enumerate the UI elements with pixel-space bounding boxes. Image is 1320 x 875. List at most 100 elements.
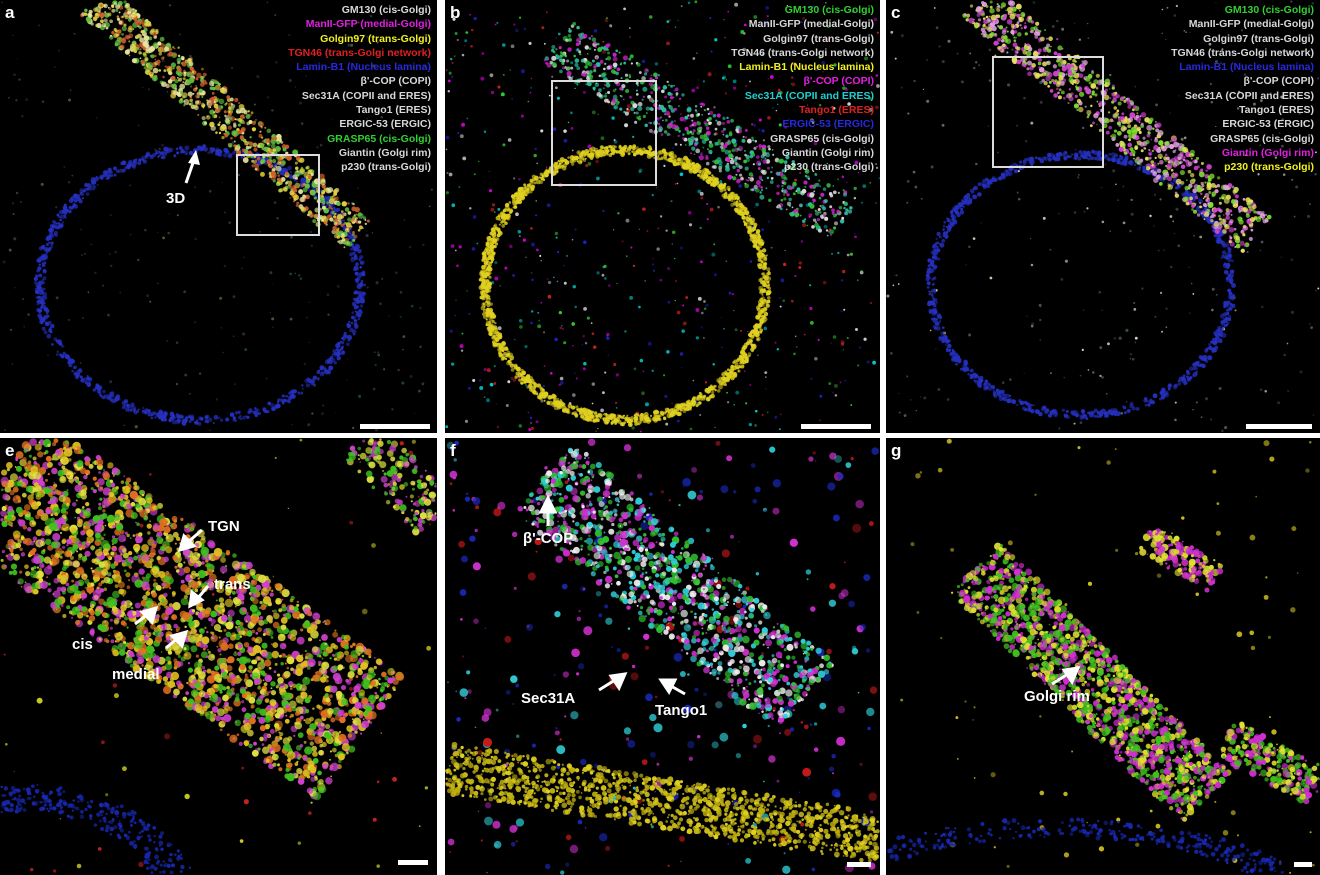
signal-dot <box>127 48 131 52</box>
signal-dot <box>319 143 323 147</box>
signal-dot <box>615 373 620 377</box>
signal-dot <box>624 330 627 333</box>
signal-dot <box>809 118 814 123</box>
signal-dot <box>572 284 576 289</box>
signal-dot <box>708 110 714 115</box>
signal-dot <box>99 12 106 18</box>
signal-dot <box>629 35 632 38</box>
signal-dot <box>326 201 330 205</box>
signal-dot <box>527 411 529 414</box>
signal-dot <box>726 116 729 120</box>
signal-dot <box>713 179 718 184</box>
signal-dot <box>856 279 859 281</box>
signal-dot <box>147 88 151 91</box>
signal-dot <box>707 112 710 115</box>
signal-dot <box>413 412 416 415</box>
signal-dot <box>98 391 101 394</box>
signal-dot <box>530 86 533 89</box>
signal-dot <box>92 187 96 191</box>
signal-dot <box>176 151 180 155</box>
signal-dot <box>584 342 588 345</box>
signal-dot <box>567 156 570 159</box>
signal-dot <box>493 365 496 368</box>
signal-dot <box>765 388 767 390</box>
signal-dot <box>63 165 66 168</box>
signal-dot <box>352 316 355 319</box>
signal-dot <box>59 353 62 357</box>
signal-dot <box>698 155 704 161</box>
signal-dot <box>864 56 869 61</box>
signal-dot <box>528 428 532 432</box>
signal-dot <box>571 157 576 161</box>
signal-dot <box>183 150 189 155</box>
signal-dot <box>662 374 666 377</box>
signal-dot <box>558 164 563 168</box>
signal-dot <box>647 153 650 156</box>
signal-dot <box>360 299 365 304</box>
signal-dot <box>584 416 589 421</box>
signal-dot <box>521 191 524 194</box>
signal-dot <box>756 254 761 258</box>
signal-dot <box>68 319 70 321</box>
signal-dot <box>689 124 693 128</box>
signal-dot <box>792 166 796 170</box>
signal-dot <box>521 370 526 375</box>
signal-dot <box>234 97 239 103</box>
signal-dot <box>485 267 491 272</box>
signal-dot <box>669 95 674 100</box>
signal-dot <box>687 138 692 142</box>
signal-dot <box>179 414 184 419</box>
signal-dot <box>868 107 873 112</box>
signal-dot <box>832 335 837 339</box>
signal-dot <box>37 24 41 27</box>
signal-dot <box>708 142 714 148</box>
signal-dot <box>698 394 701 398</box>
signal-dot <box>373 81 377 84</box>
signal-dot <box>606 65 611 70</box>
signal-dot <box>358 292 362 295</box>
signal-dot <box>40 253 45 258</box>
signal-dot <box>355 277 360 282</box>
signal-dot <box>563 264 565 267</box>
signal-dot <box>605 17 608 20</box>
signal-dot <box>263 146 268 152</box>
signal-dot <box>562 328 564 330</box>
signal-dot <box>665 62 668 65</box>
signal-dot <box>703 133 708 137</box>
signal-dot <box>39 296 44 301</box>
signal-dot <box>749 177 755 182</box>
signal-dot <box>189 98 193 103</box>
signal-dot <box>307 210 313 215</box>
signal-dot <box>814 209 817 212</box>
signal-dot <box>641 98 644 101</box>
signal-dot <box>216 107 219 110</box>
signal-dot <box>634 120 638 124</box>
signal-dot <box>234 146 240 152</box>
signal-dot <box>204 420 207 423</box>
signal-dot <box>847 102 851 106</box>
signal-dot <box>336 213 343 220</box>
signal-dot <box>779 305 782 308</box>
signal-dot <box>145 50 149 54</box>
signal-dot <box>486 271 491 276</box>
signal-dot <box>677 419 680 423</box>
signal-dot <box>744 149 746 152</box>
signal-dot <box>706 202 709 206</box>
signal-dot <box>315 213 318 216</box>
signal-dot <box>364 219 367 221</box>
signal-dot <box>542 393 548 399</box>
signal-dot <box>401 381 405 385</box>
signal-dot <box>301 183 305 188</box>
signal-dot <box>714 384 717 388</box>
signal-dot <box>807 104 809 106</box>
signal-dot <box>260 136 264 139</box>
signal-dot <box>528 183 531 186</box>
signal-dot <box>776 172 781 176</box>
signal-dot <box>287 399 292 404</box>
signal-dot <box>146 294 150 298</box>
signal-dot <box>824 216 829 221</box>
signal-dot <box>741 175 744 178</box>
signal-dot <box>50 241 54 245</box>
signal-dot <box>183 104 186 107</box>
signal-dot <box>530 180 533 183</box>
